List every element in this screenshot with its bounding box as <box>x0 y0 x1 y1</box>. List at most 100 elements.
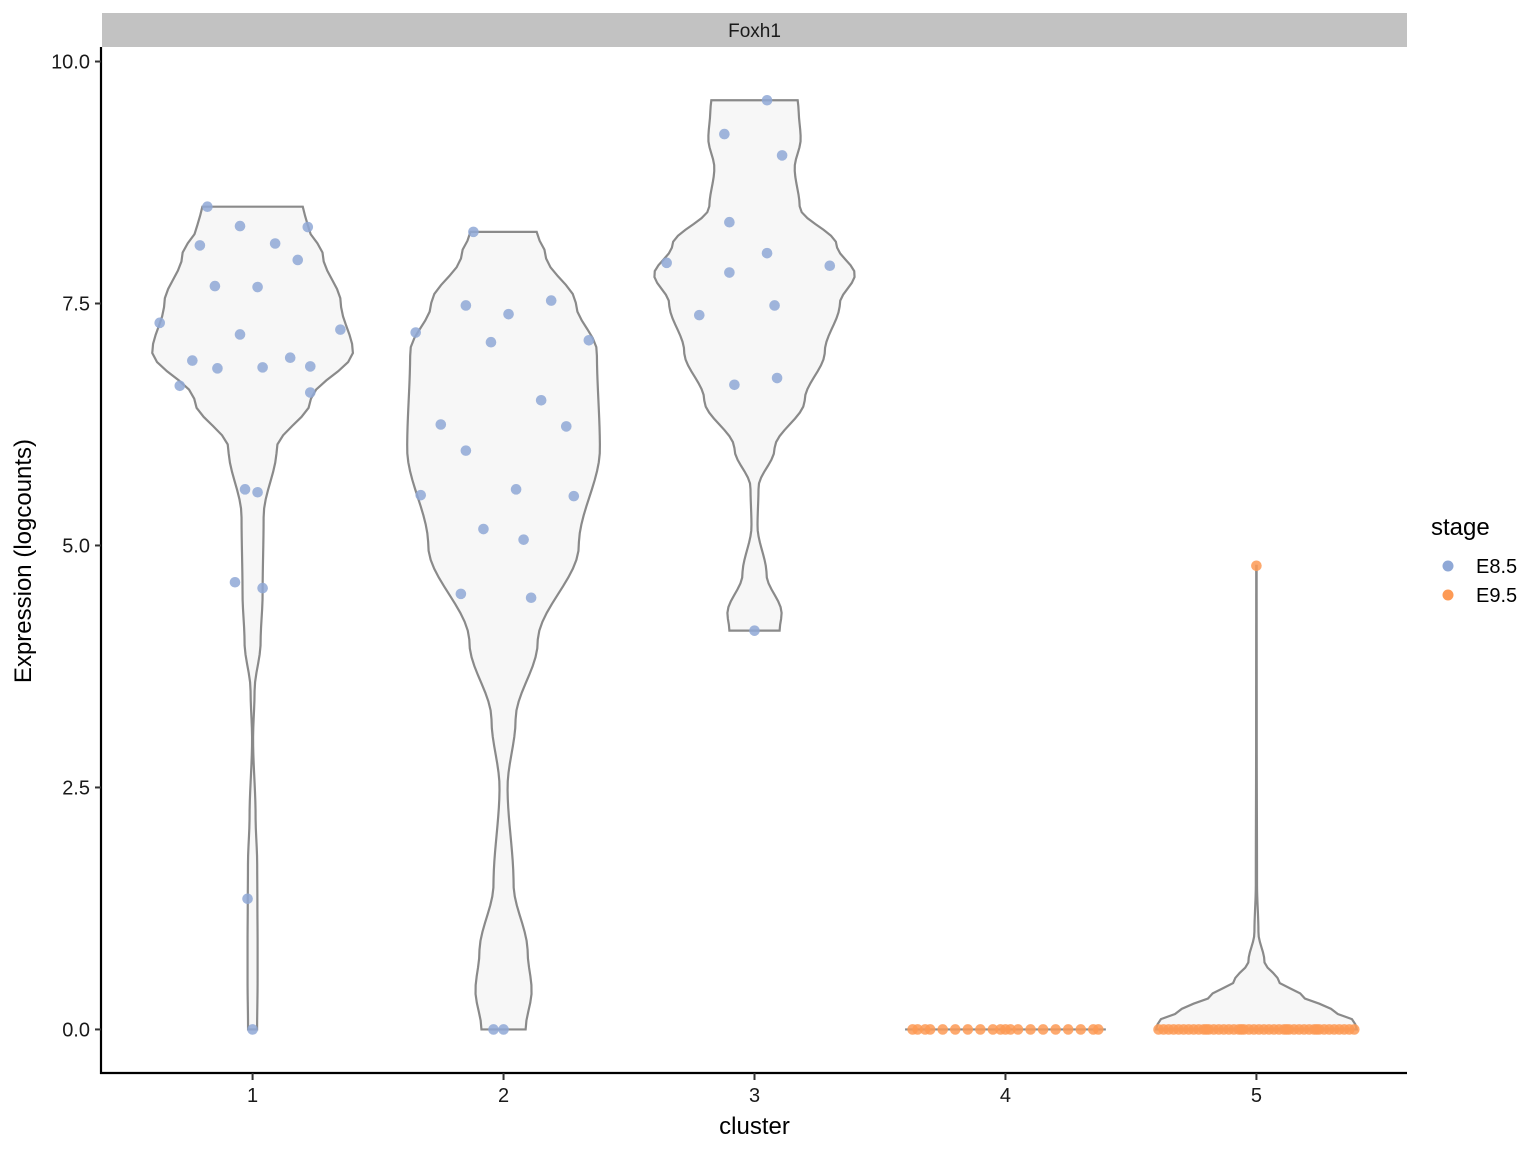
y-tick-label: 0.0 <box>62 1019 90 1041</box>
y-tick-label: 2.5 <box>62 777 90 799</box>
point-e8-5 <box>724 216 735 228</box>
point-e9-5 <box>1093 1024 1104 1035</box>
point-e8-5 <box>335 324 346 335</box>
point-e9-5 <box>987 1024 999 1035</box>
points-layer <box>154 94 1360 1035</box>
point-e8-5 <box>415 489 427 501</box>
point-e8-5 <box>209 280 221 292</box>
point-e9-5 <box>962 1024 974 1035</box>
point-e8-5 <box>460 445 472 456</box>
point-e8-5 <box>761 247 773 259</box>
point-e8-5 <box>239 484 251 495</box>
point-e8-5 <box>729 379 740 391</box>
point-e8-5 <box>761 94 773 106</box>
point-e9-5 <box>919 1024 931 1035</box>
point-e8-5 <box>435 419 447 430</box>
point-e8-5 <box>485 336 497 348</box>
point-e9-5 <box>937 1024 949 1035</box>
legend-title: stage <box>1431 514 1490 541</box>
x-tick-label: 3 <box>749 1085 760 1107</box>
point-e8-5 <box>154 317 166 329</box>
point-e8-5 <box>478 523 489 535</box>
point-e9-5 <box>912 1024 923 1035</box>
point-e8-5 <box>498 1024 509 1035</box>
point-e8-5 <box>468 226 479 238</box>
point-e9-5 <box>1200 1024 1212 1035</box>
point-e8-5 <box>257 582 268 594</box>
point-e9-5 <box>1012 1024 1024 1035</box>
y-tick-label: 10.0 <box>51 52 90 74</box>
point-e8-5 <box>545 295 557 306</box>
point-e8-5 <box>292 254 304 266</box>
violin-cluster-3 <box>653 99 856 632</box>
point-e9-5 <box>975 1024 986 1035</box>
point-e9-5 <box>1037 1024 1049 1035</box>
y-tick-label: 5.0 <box>62 535 90 557</box>
point-e8-5 <box>252 486 263 498</box>
point-e8-5 <box>661 257 672 269</box>
point-e8-5 <box>503 308 514 320</box>
point-e8-5 <box>560 421 572 432</box>
point-e9-5 <box>1062 1024 1074 1035</box>
point-e8-5 <box>749 625 760 636</box>
point-e8-5 <box>284 352 296 364</box>
point-e8-5 <box>583 334 595 346</box>
point-e8-5 <box>693 309 705 321</box>
x-tick-label: 1 <box>247 1085 258 1107</box>
facet-title: Foxh1 <box>728 21 781 42</box>
point-e8-5 <box>410 327 422 338</box>
point-e8-5 <box>202 201 213 213</box>
point-e8-5 <box>302 221 314 233</box>
point-e8-5 <box>212 363 223 374</box>
point-e9-5 <box>1025 1024 1036 1035</box>
legend-label-e8-5: E8.5 <box>1476 556 1517 578</box>
point-e8-5 <box>724 267 735 278</box>
point-e8-5 <box>305 387 316 398</box>
y-axis-ticks: 0.0 2.5 5.0 7.5 10.0 <box>51 52 101 1041</box>
legend-key-e9-5 <box>1442 589 1454 601</box>
point-e8-5 <box>510 484 522 495</box>
facet-strip-background <box>102 13 1407 47</box>
point-e8-5 <box>242 893 253 905</box>
legend-key-e8-5 <box>1442 560 1454 572</box>
point-e9-5 <box>1075 1024 1087 1035</box>
point-e8-5 <box>460 300 472 311</box>
point-e8-5 <box>455 588 467 600</box>
x-axis-ticks: 1 2 3 4 5 <box>247 1073 1262 1107</box>
point-e8-5 <box>247 1024 258 1035</box>
point-e9-5 <box>1251 560 1262 572</box>
legend: stage E8.5 E9.5 <box>1431 514 1517 607</box>
facet-strip: Foxh1 <box>102 13 1407 47</box>
point-e8-5 <box>269 238 281 249</box>
point-e9-5 <box>1236 1024 1247 1035</box>
x-tick-label: 2 <box>498 1085 509 1107</box>
point-e8-5 <box>234 329 246 340</box>
point-e8-5 <box>771 372 783 384</box>
y-tick-label: 7.5 <box>62 294 90 316</box>
legend-label-e9-5: E9.5 <box>1476 585 1517 607</box>
point-e9-5 <box>949 1024 961 1035</box>
point-e8-5 <box>252 281 263 293</box>
point-e8-5 <box>769 300 780 311</box>
point-e9-5 <box>1311 1024 1322 1035</box>
point-e8-5 <box>776 150 788 161</box>
point-e8-5 <box>234 220 246 232</box>
point-e9-5 <box>1281 1024 1292 1035</box>
x-axis-title: cluster <box>719 1113 790 1140</box>
point-e8-5 <box>525 592 537 604</box>
point-e8-5 <box>194 240 206 251</box>
point-e9-5 <box>1050 1024 1061 1035</box>
x-tick-label: 4 <box>1000 1085 1011 1107</box>
point-e9-5 <box>1349 1024 1360 1035</box>
y-axis-title: Expression (logcounts) <box>10 439 37 683</box>
point-e8-5 <box>229 576 241 588</box>
point-e9-5 <box>1005 1024 1016 1035</box>
point-e8-5 <box>174 380 186 392</box>
point-e8-5 <box>305 361 316 372</box>
point-e8-5 <box>824 260 836 272</box>
point-e8-5 <box>257 362 268 373</box>
point-e8-5 <box>568 490 580 502</box>
point-e8-5 <box>488 1024 499 1035</box>
point-e8-5 <box>535 394 547 406</box>
